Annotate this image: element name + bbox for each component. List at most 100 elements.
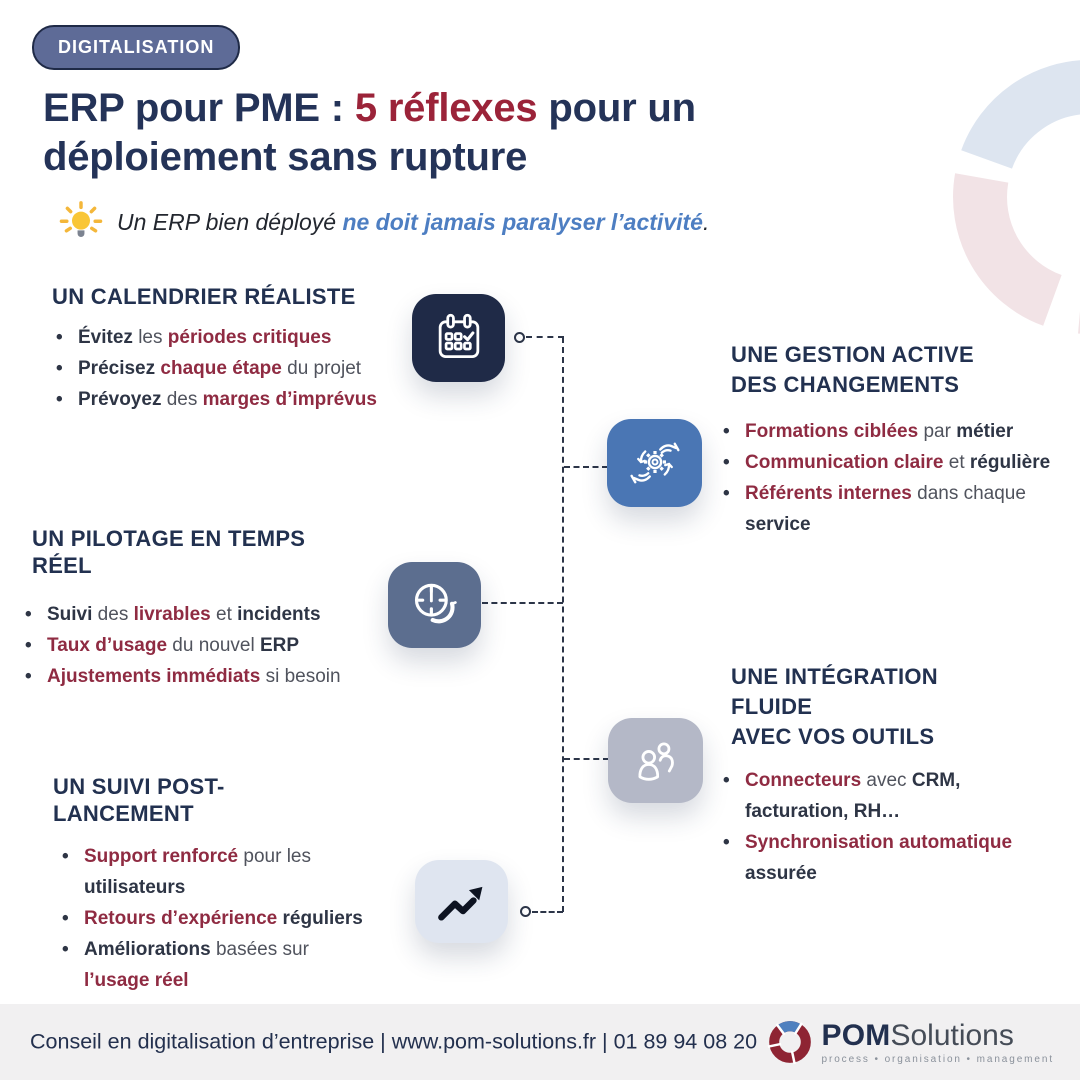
brand-name-pom: POM [821,1019,891,1052]
bullet-text-segment: des [161,389,203,410]
bullet-text-segment: périodes critiques [167,327,332,348]
bullet-text-segment: Taux d’usage [47,635,168,656]
bullet-text-segment: Retours d’expérience [84,908,278,929]
brand-name-solutions: Solutions [890,1019,1014,1052]
subtitle: Un ERP bien déployé ne doit jamais paral… [58,196,709,248]
section-pilotage: UN PILOTAGE EN TEMPS RÉEL • Suivi des liv… [25,525,371,692]
connector-line-gestion [564,466,608,468]
trending-up-icon-card [415,860,508,943]
bullet-text-segment: chaque étape [160,358,282,379]
title-segment: pour un [537,86,696,130]
connector-line-calendrier [526,336,564,338]
pom-logo-ring-icon [767,1021,811,1065]
bullet-marker: • [25,604,32,625]
page-title: ERP pour PME : 5 réflexes pour un déploie… [43,84,803,182]
bullet-text-segment: des [92,604,134,625]
bullet-text-segment: Connecteurs [745,770,862,791]
section-bullets: • Suivi des livrables et incidents • Taux d… [25,599,371,692]
title-segment: ERP pour PME : [43,86,355,130]
bullet-text-segment: service [745,514,811,535]
category-badge: DIGITALISATION [32,25,241,70]
bullet-text-segment: marges d’imprévus [202,389,377,410]
subtitle-plain: Un ERP bien déployé [117,208,343,235]
bullet-text-segment: Support renforcé [84,846,239,867]
section-bullets: • Connecteurs avec CRM, facturation, RH… •… [723,765,1023,889]
bullet-marker: • [62,908,69,929]
section-heading: UN PILOTAGE EN TEMPS RÉEL [32,526,306,578]
category-badge-label: DIGITALISATION [58,37,215,57]
bullet-marker: • [62,846,69,867]
brand-logo: POM Solutions process • organisation • ma… [767,1019,1054,1065]
decorative-cycle-graphic [953,60,1080,334]
clock-history-icon [414,583,457,624]
brand-text: POM Solutions process • organisation • ma… [822,1019,1054,1065]
bullet-text-segment: du nouvel [167,635,260,656]
bullet-item: • Support renforcé pour les utilisateurs [62,841,363,903]
bullet-item: • Formations ciblées par métier [723,416,1077,447]
section-integration: UNE INTÉGRATION FLUIDE AVEC VOS OUTILS • C… [723,662,1023,889]
bullet-text-segment: basées sur [210,939,309,960]
bullet-text-segment: incidents [237,604,321,625]
hands-gear-icon [629,442,680,484]
subtitle-text: Un ERP bien déployé ne doit jamais paral… [117,209,709,236]
connector-line-pilotage [482,602,563,604]
bullet-text-segment: avec [861,770,912,791]
bullet-marker: • [723,832,730,853]
bullet-item: • Ajustements immédiats si besoin [25,661,371,692]
bullet-text-segment: dans chaque [911,483,1026,504]
bullet-marker: • [25,666,32,687]
bullet-marker: • [56,358,63,379]
bullet-text-segment: Améliorations [84,939,211,960]
lightbulb-icon [59,201,103,237]
calendar-icon [438,313,479,358]
bullet-text-segment: Précisez [78,358,156,379]
section-heading: UNE GESTION ACTIVE DES CHANGEMENTS [731,342,974,397]
section-suivi-post-lancement: UN SUIVI POST-LANCEMENT • Support renforc… [53,773,363,996]
bullet-item: • Améliorations basées sur l’usage réel [62,934,363,996]
connector-line-integration [564,758,609,760]
subtitle-highlight: ne doit jamais paralyser l’activité [342,208,703,235]
connector-node-calendrier [514,332,525,343]
bullet-text-segment: Ajustements immédiats [47,666,261,687]
bullet-item: • Référents internes dans chaque service [723,478,1077,540]
bullet-marker: • [56,389,63,410]
connector-line-suivi [532,911,563,913]
section-bullets: • Formations ciblées par métier • Communica… [723,416,1077,540]
footer-bar: Conseil en digitalisation d’entreprise |… [0,1004,1080,1080]
section-bullets: • Évitez les périodes critiques • Précisez … [52,322,418,415]
bullet-text-segment: Synchronisation automatique [745,832,1013,853]
bullet-text-segment: et [210,604,238,625]
bullet-text-segment: métier [956,421,1014,442]
section-bullets: • Support renforcé pour les utilisateurs •… [62,841,363,996]
bullet-item: • Taux d’usage du nouvel ERP [25,630,371,661]
bullet-text-segment: Communication claire [745,452,944,473]
deco-ring-pink-segment-left [953,173,1063,326]
bullet-text-segment: ERP [259,635,300,656]
bullet-item: • Communication claire et régulière [723,447,1077,478]
bullet-text-segment: l’usage réel [84,970,189,991]
bullet-text-segment: et [943,452,970,473]
people-icon-card [608,718,703,803]
bullet-text-segment: CRM, facturation, RH… [745,770,961,822]
bullet-text-segment: assurée [745,863,817,884]
clock-history-icon-card [388,562,481,648]
connector-spine [562,337,564,912]
bullet-item: • Précisez chaque étape du projet [56,353,418,384]
bullet-marker: • [723,452,730,473]
bullet-text-segment: Évitez [78,327,133,348]
bullet-text-segment: les [132,327,168,348]
bullet-text-segment: utilisateurs [84,877,186,898]
bullet-item: • Synchronisation automatique assurée [723,827,1023,889]
hands-gear-icon-card [607,419,702,507]
bullet-marker: • [25,635,32,656]
footer-contact-line: Conseil en digitalisation d’entreprise |… [30,1029,758,1054]
bullet-item: • Connecteurs avec CRM, facturation, RH… [723,765,1023,827]
calendar-icon-card [412,294,505,382]
deco-ring-blue-segment [961,60,1080,170]
bullet-text-segment: Suivi [47,604,93,625]
connector-node-suivi [520,906,531,917]
bullet-text-segment: du projet [281,358,362,379]
section-heading: UN SUIVI POST-LANCEMENT [53,774,225,826]
bullet-text-segment: si besoin [260,666,341,687]
